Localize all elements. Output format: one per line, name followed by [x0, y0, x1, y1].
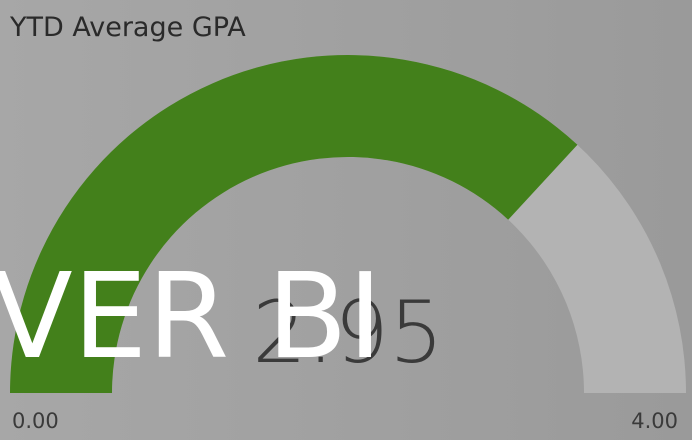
tick-label: 4.00	[631, 409, 678, 433]
value-label: 2.95	[252, 283, 443, 383]
gauge: 0.00 4.00	[10, 55, 686, 433]
gauge-value	[10, 55, 578, 394]
chart-title: YTD Average GPA	[9, 12, 246, 43]
tick-label: 0.00	[12, 409, 59, 433]
watermark: VER BI	[0, 247, 383, 385]
